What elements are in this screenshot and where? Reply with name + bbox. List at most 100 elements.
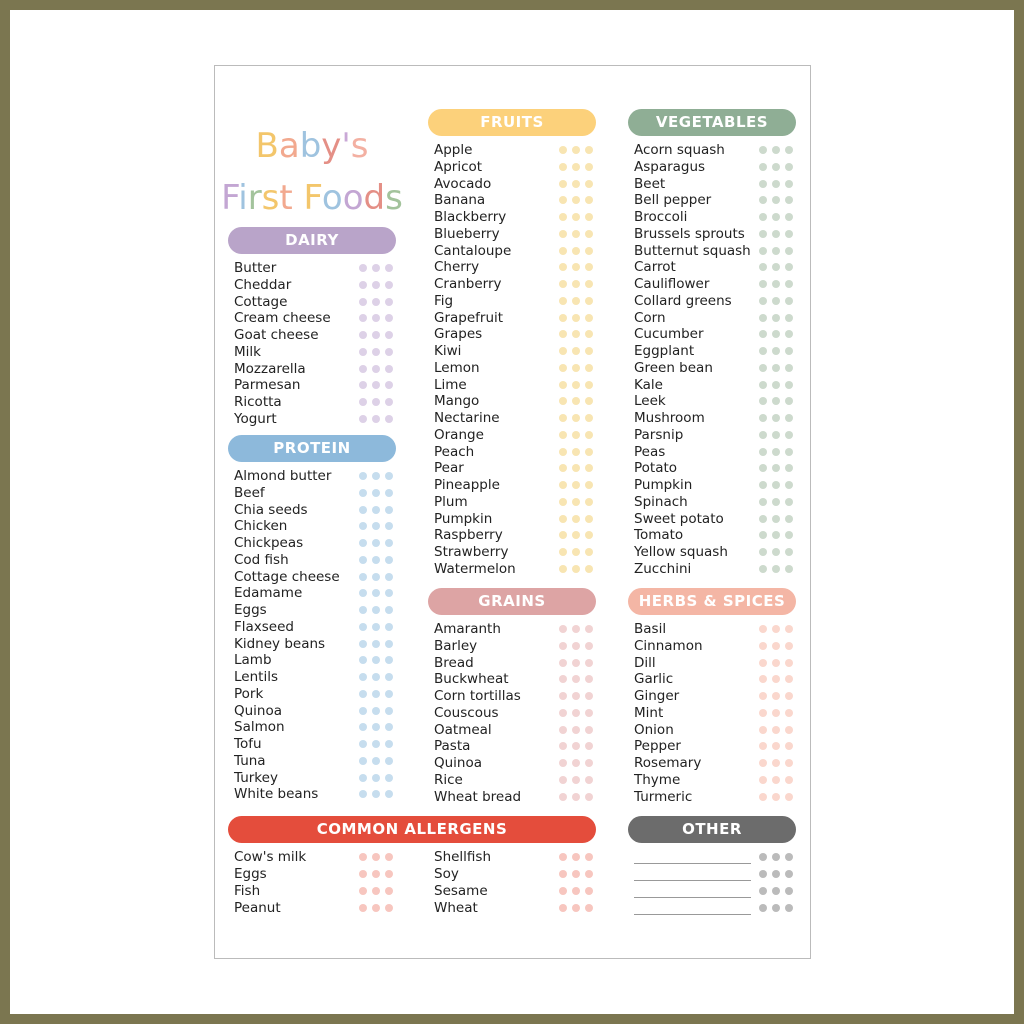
checkbox-dot bbox=[772, 246, 780, 255]
checkbox-dot bbox=[385, 869, 393, 878]
checkbox-dot bbox=[585, 725, 593, 734]
checkbox-dot bbox=[359, 398, 367, 406]
checkbox-dot bbox=[372, 264, 380, 272]
checkbox-dot bbox=[572, 725, 580, 734]
food-item: Tofu bbox=[234, 736, 262, 752]
checkbox-dot bbox=[372, 869, 380, 878]
food-item: Avocado bbox=[434, 175, 492, 192]
checkbox-dot bbox=[759, 775, 767, 784]
checkbox-dot bbox=[385, 488, 393, 497]
checkbox-dot bbox=[759, 481, 767, 489]
checkbox-dot bbox=[785, 481, 793, 489]
checkbox-dot bbox=[785, 692, 793, 700]
checkbox-dot bbox=[572, 296, 580, 305]
checkbox-dot bbox=[372, 347, 380, 356]
checkbox-dot bbox=[572, 179, 580, 188]
checkbox-dot bbox=[772, 313, 780, 322]
checkbox-dot bbox=[385, 472, 393, 480]
food-item: Dill bbox=[634, 654, 656, 671]
food-item: Pasta bbox=[434, 738, 471, 755]
food-item: Thyme bbox=[634, 771, 681, 788]
checkbox-dot bbox=[772, 675, 780, 684]
checkbox-dot bbox=[359, 869, 367, 878]
checkbox-dot bbox=[772, 886, 780, 895]
checkbox-dot bbox=[772, 853, 780, 861]
checkbox-dot bbox=[559, 447, 567, 456]
checkbox-dot bbox=[372, 381, 380, 390]
checkbox-dot bbox=[385, 589, 393, 598]
checkbox-dot bbox=[359, 706, 367, 715]
checkbox-dot bbox=[759, 196, 767, 205]
checkbox-dot bbox=[585, 296, 593, 305]
checkbox-dot bbox=[785, 280, 793, 288]
checkbox-dot bbox=[372, 903, 380, 912]
checkbox-dot bbox=[585, 280, 593, 288]
checkbox-dot bbox=[572, 625, 580, 633]
paper bbox=[214, 65, 811, 959]
food-item: Zucchini bbox=[634, 560, 692, 577]
checkbox-dot bbox=[385, 622, 393, 631]
checkbox-dot bbox=[585, 625, 593, 633]
checkbox-dot bbox=[372, 331, 380, 339]
checkbox-dot bbox=[785, 313, 793, 322]
checkbox-dot bbox=[759, 869, 767, 878]
checkbox-dot bbox=[759, 229, 767, 238]
food-item: Pineapple bbox=[434, 477, 500, 493]
checkbox-dot bbox=[385, 264, 393, 272]
checkbox-dot bbox=[572, 792, 580, 801]
checkbox-dot bbox=[572, 162, 580, 171]
food-item: Leek bbox=[634, 393, 666, 410]
checkbox-dot bbox=[585, 853, 593, 861]
checkbox-dot bbox=[759, 531, 767, 540]
checkbox-dot bbox=[585, 162, 593, 171]
checkbox-dot bbox=[559, 229, 567, 238]
checkbox-dot bbox=[385, 414, 393, 423]
checkbox-dot bbox=[572, 213, 580, 221]
checkbox-dot bbox=[785, 903, 793, 912]
food-item: Cow's milk bbox=[234, 849, 307, 865]
checkbox-dot bbox=[559, 775, 567, 784]
food-item: Plum bbox=[434, 493, 468, 510]
checkbox-dot bbox=[759, 263, 767, 272]
checkbox-dot bbox=[559, 313, 567, 322]
checkbox-dot bbox=[759, 514, 767, 523]
checkbox-dot bbox=[772, 146, 780, 154]
checkbox-dot bbox=[372, 689, 380, 698]
food-item: Mushroom bbox=[634, 410, 705, 426]
checkbox-dot bbox=[759, 692, 767, 700]
checkbox-dot bbox=[759, 179, 767, 188]
checkbox-dot bbox=[772, 196, 780, 205]
food-item: Grapes bbox=[434, 326, 483, 343]
checkbox-dot bbox=[785, 213, 793, 221]
section-header: COMMON ALLERGENS bbox=[228, 815, 596, 843]
checkbox-dot bbox=[559, 330, 567, 339]
food-item: Amaranth bbox=[434, 621, 501, 637]
checkbox-dot bbox=[785, 330, 793, 339]
checkbox-dot bbox=[572, 497, 580, 506]
checkbox-dot bbox=[772, 464, 780, 473]
checkbox-dot bbox=[785, 229, 793, 238]
checkbox-dot bbox=[559, 886, 567, 895]
food-item: Eggs bbox=[234, 602, 267, 618]
checkbox-dot bbox=[372, 723, 380, 732]
food-item: Ginger bbox=[634, 688, 680, 704]
food-item: Wheat bbox=[434, 899, 478, 916]
food-item: Blueberry bbox=[434, 225, 500, 242]
food-item: Chickpeas bbox=[234, 535, 304, 551]
checkbox-dot bbox=[759, 213, 767, 221]
checkbox-dot bbox=[385, 790, 393, 799]
checkbox-dot bbox=[572, 246, 580, 255]
food-item: Nectarine bbox=[434, 410, 500, 426]
checkbox-dot bbox=[559, 708, 567, 717]
checkbox-dot bbox=[759, 792, 767, 801]
food-item: Salmon bbox=[234, 719, 285, 736]
checkbox-dot bbox=[785, 742, 793, 751]
food-item: Cottage cheese bbox=[234, 568, 340, 585]
checkbox-dot bbox=[359, 622, 367, 631]
checkbox-dot bbox=[559, 280, 567, 288]
food-item: Rice bbox=[434, 771, 463, 788]
checkbox-dot bbox=[572, 564, 580, 573]
checkbox-dot bbox=[359, 297, 367, 306]
food-item: Carrot bbox=[634, 259, 676, 276]
